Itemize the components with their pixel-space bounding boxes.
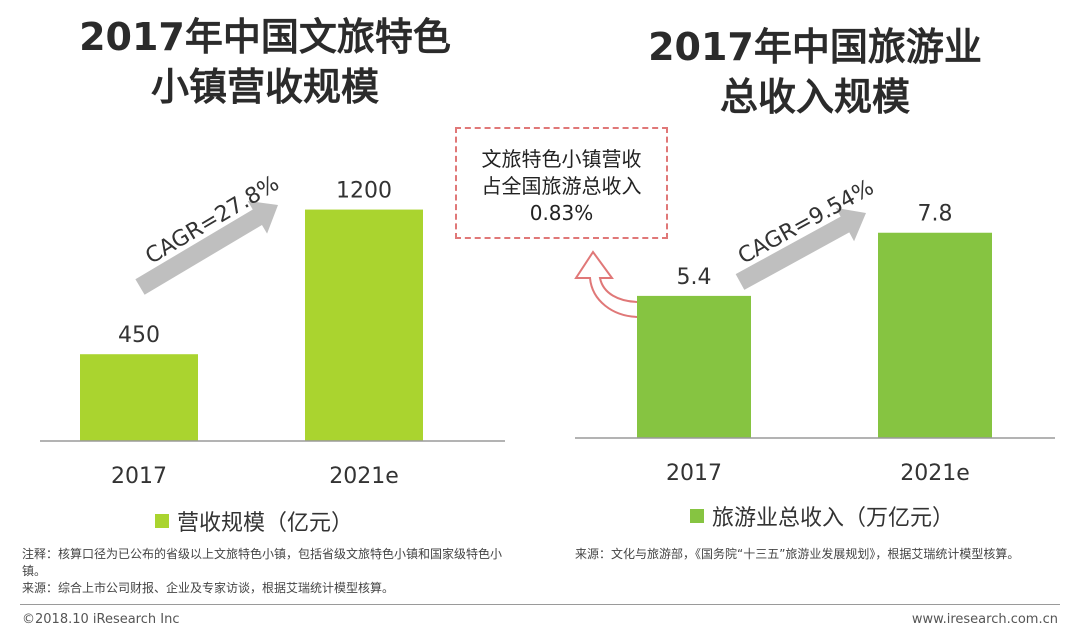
right-value-label: 7.8 [918,202,953,227]
right-legend: 旅游业总收入（万亿元） [690,500,954,532]
right-legend-label: 旅游业总收入（万亿元） [712,506,955,531]
left-bar-2021e [305,209,423,441]
right-growth-arrow-icon [735,207,867,290]
right-value-label: 5.4 [677,265,712,290]
left-note-1: 注释：核算口径为已公布的省级以上文旅特色小镇，包括省级文旅特色小镇和国家级特色小… [22,547,503,578]
left-title-line-2: 小镇营收规模 [150,65,379,109]
left-legend: 营收规模（亿元） [155,505,353,537]
left-value-label: 450 [118,323,160,348]
right-category-label: 2017 [666,461,722,486]
left-notes: 注释：核算口径为已公布的省级以上文旅特色小镇，包括省级文旅特色小镇和国家级特色小… [22,546,522,597]
left-legend-label: 营收规模（亿元） [177,511,354,536]
left-bar-2017 [80,354,198,441]
footer-divider [20,604,1060,605]
right-title-line-1: 2017年中国旅游业 [648,25,982,69]
callout-line-2: 占全国旅游总收入 [481,174,642,198]
footer-copyright: ©2018.10 iResearch Inc [22,612,180,627]
left-note-2: 来源：综合上市公司财报、企业及专家访谈，根据艾瑞统计模型核算。 [22,581,395,595]
left-category-label: 2017 [111,464,167,489]
right-chart-title: 2017年中国旅游业 总收入规模 [570,22,1060,122]
right-bar-2021e [878,232,992,438]
left-value-label: 1200 [336,179,392,204]
right-bar-2017 [637,295,751,438]
left-category-label: 2021e [329,464,399,489]
right-category-label: 2021e [900,461,970,486]
right-notes: 来源：文化与旅游部，《国务院“十三五”旅游业发展规划》，根据艾瑞统计模型核算。 [575,546,1055,563]
callout-line-1: 文旅特色小镇营收 [481,147,642,171]
left-title-line-1: 2017年中国文旅特色 [79,15,451,59]
left-legend-swatch [155,514,169,528]
footer-website: www.iresearch.com.cn [911,612,1058,627]
right-legend-swatch [690,509,704,523]
left-chart-title: 2017年中国文旅特色 小镇营收规模 [20,12,510,112]
callout-box: 文旅特色小镇营收 占全国旅游总收入 0.83% [455,127,668,239]
right-title-line-2: 总收入规模 [719,75,910,119]
curved-arrow-icon [574,250,641,319]
right-note-1: 来源：文化与旅游部，《国务院“十三五”旅游业发展规划》，根据艾瑞统计模型核算。 [575,547,1020,561]
callout-line-3: 0.83% [529,201,594,225]
left-growth-arrow-icon [135,200,278,295]
